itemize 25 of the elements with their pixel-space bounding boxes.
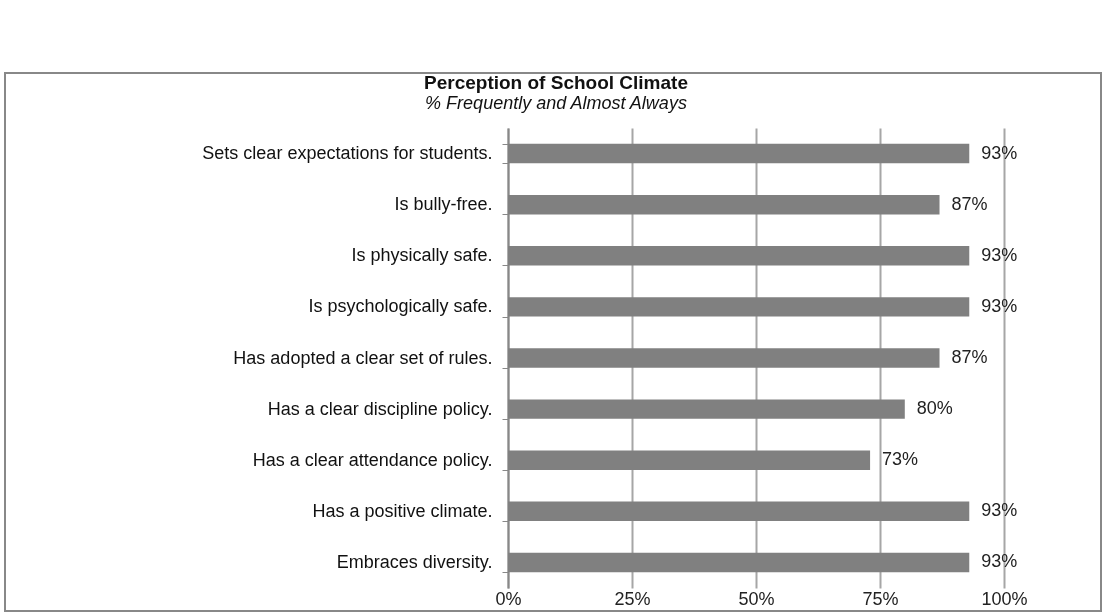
y-tick-label: Has a positive climate.	[312, 500, 493, 521]
y-tick-label: Has a clear discipline policy.	[267, 398, 493, 419]
x-tick-label: 100%	[981, 588, 1028, 609]
chart-title: Perception of School Climate	[424, 72, 688, 93]
chart-subtitle: % Frequently and Almost Always	[425, 93, 687, 113]
data-label: 93%	[981, 551, 1018, 572]
data-label: 87%	[951, 347, 988, 367]
data-label: 93%	[981, 295, 1018, 316]
y-tick-label: Embraces diversity.	[336, 551, 493, 572]
data-label: 93%	[981, 500, 1018, 521]
y-tick-label: Has adopted a clear set of rules.	[233, 347, 493, 368]
y-tick-label: Is physically safe.	[351, 245, 493, 266]
y-tick-label: Has a clear attendance policy.	[252, 449, 493, 470]
data-label: 93%	[981, 244, 1018, 265]
x-tick-label: 75%	[862, 588, 899, 609]
y-tick-label: Is psychologically safe.	[308, 296, 493, 317]
data-label: 87%	[951, 193, 988, 214]
data-label: 93%	[981, 142, 1018, 163]
y-tick-label: Is bully-free.	[394, 194, 493, 215]
y-tick-label: Sets clear expectations for students.	[202, 143, 493, 164]
x-tick-label: 50%	[738, 588, 775, 609]
x-tick-label: 0%	[495, 588, 522, 609]
data-label: 80%	[916, 398, 953, 419]
data-label: 73%	[882, 449, 919, 470]
x-tick-label: 25%	[614, 588, 651, 609]
